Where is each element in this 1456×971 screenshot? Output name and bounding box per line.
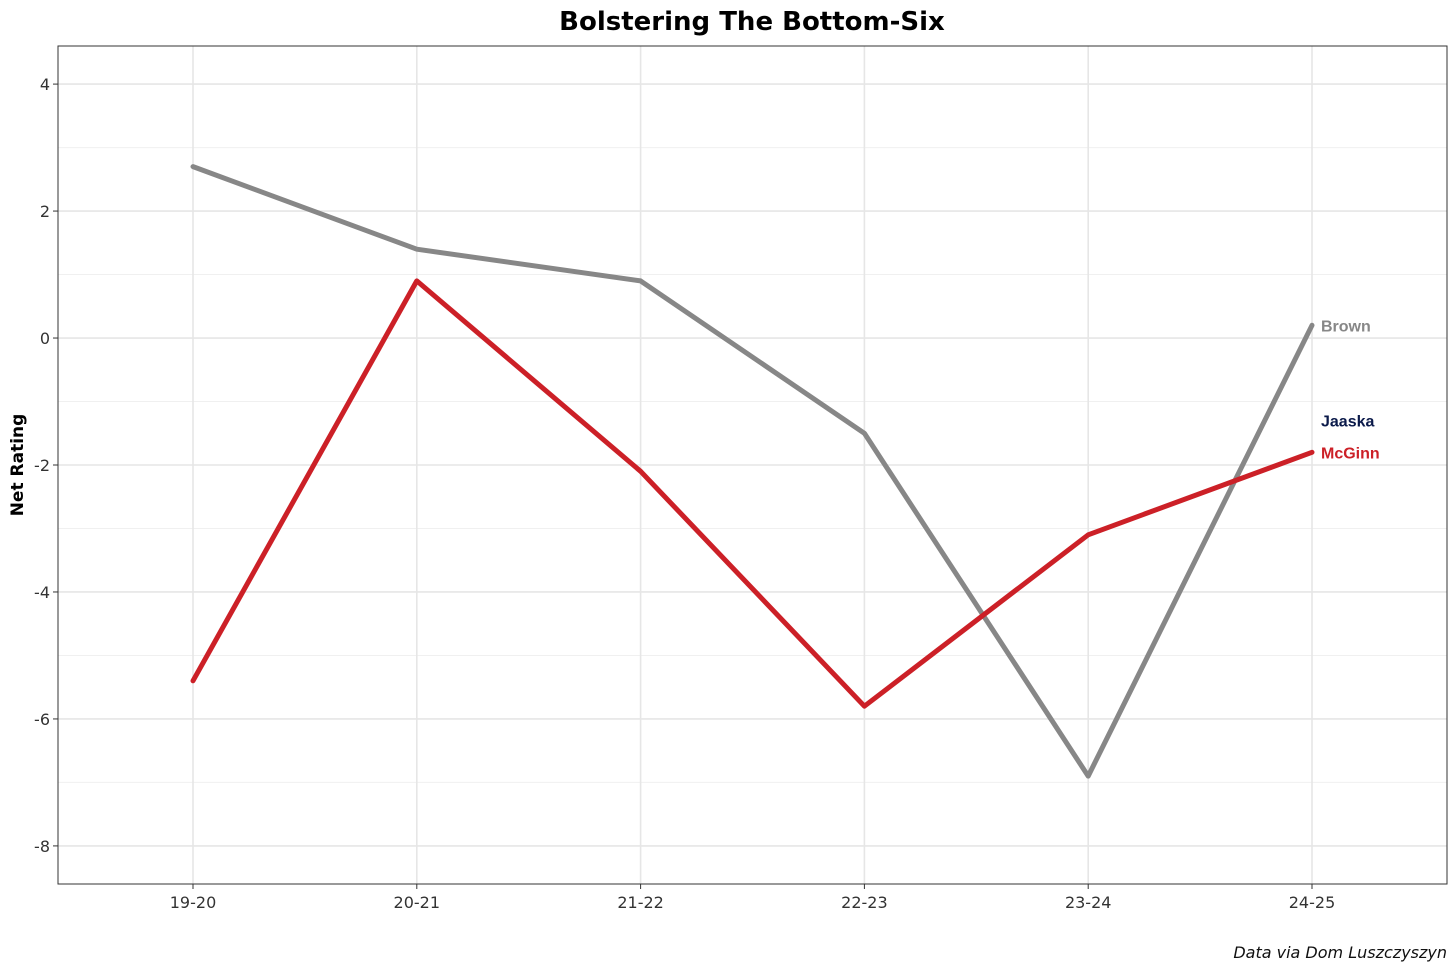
source-caption: Data via Dom Luszczyszyn — [1233, 943, 1447, 962]
series-label-jaaska: Jaaska — [1321, 414, 1374, 431]
grid — [58, 46, 1447, 884]
series-label-brown: Brown — [1321, 318, 1371, 335]
y-tick-label: -2 — [34, 456, 50, 475]
series-lines — [190, 164, 1315, 779]
x-tick-label: 24-25 — [1289, 893, 1336, 912]
y-axis-label: Net Rating — [8, 414, 28, 517]
x-tick-label: 22-23 — [841, 893, 888, 912]
x-tick-label: 20-21 — [394, 893, 441, 912]
y-tick-label: 0 — [40, 329, 50, 348]
series-line-brown — [190, 164, 1315, 779]
y-tick-label: 4 — [40, 75, 50, 94]
x-tick-label: 21-22 — [617, 893, 664, 912]
x-tick-label: 19-20 — [170, 893, 217, 912]
chart-title: Bolstering The Bottom-Six — [559, 7, 945, 37]
y-tick-label: -4 — [34, 583, 50, 602]
y-tick-label: -8 — [34, 837, 50, 856]
x-tick-label: 23-24 — [1065, 893, 1112, 912]
y-tick-label: 2 — [40, 202, 50, 221]
series-end-labels: Brown Jaaska McGinn — [1321, 318, 1380, 462]
axis-ticks: 4 2 0 -2 -4 -6 -8 19-20 20-21 21-22 22-23 23-24 24-2… — [34, 75, 1335, 912]
y-tick-label: -6 — [34, 710, 50, 729]
series-line-mcginn — [190, 278, 1315, 709]
series-label-mcginn: McGinn — [1321, 445, 1380, 462]
